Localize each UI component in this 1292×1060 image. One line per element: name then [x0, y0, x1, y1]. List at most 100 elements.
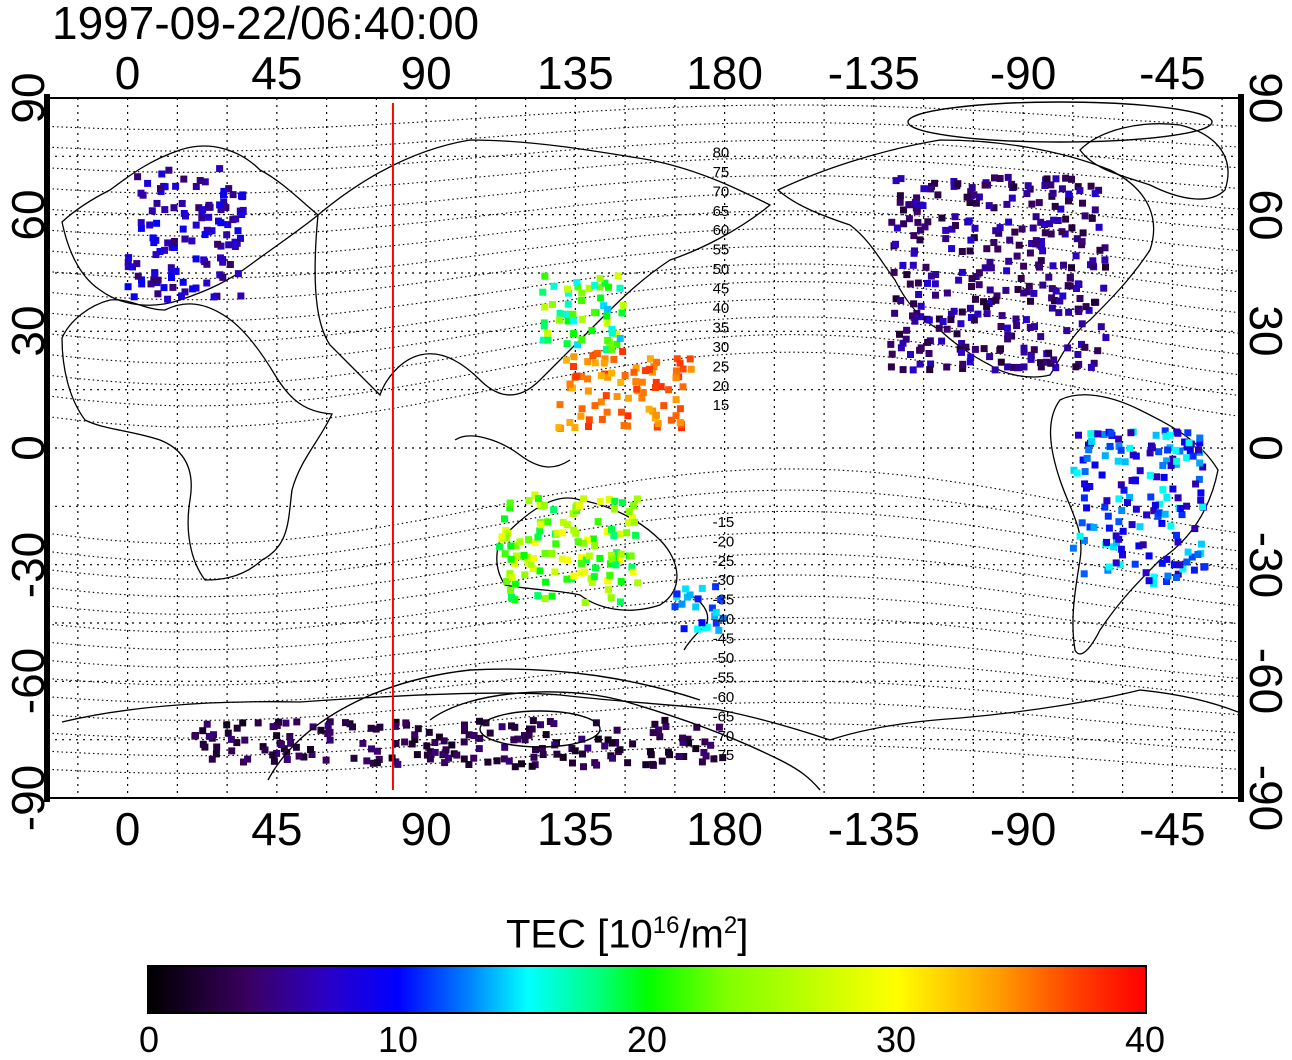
tec-cell-europe	[237, 292, 245, 300]
mlat-contour	[47, 744, 1243, 774]
tec-cell-europe	[217, 206, 225, 214]
tec-cell-australia	[596, 554, 604, 562]
tec-cell-north-pacific-islands	[610, 355, 618, 363]
tec-cell-north-america	[1056, 297, 1064, 305]
tec-cell-japan	[564, 285, 572, 293]
tec-cell-antarctic-coast	[656, 733, 664, 741]
tec-cell-north-america	[965, 217, 973, 225]
tec-cell-north-america	[1090, 359, 1098, 367]
tec-cell-north-america	[1047, 181, 1055, 189]
tec-cell-south-america	[1136, 523, 1144, 531]
tec-cell-antarctic-coast	[363, 757, 371, 765]
tec-cell-north-america	[1091, 190, 1099, 198]
tec-cell-australia	[634, 495, 641, 503]
tec-cell-australia	[628, 514, 636, 521]
tec-cell-antarctic-coast	[308, 751, 316, 758]
tec-cell-north-pacific-islands	[585, 416, 593, 424]
tec-cell-antarctic-coast	[369, 759, 377, 767]
tec-cell-north-america	[1050, 216, 1058, 224]
tec-cell-north-america	[1072, 252, 1080, 260]
tec-cell-europe	[147, 280, 155, 288]
tec-cell-north-pacific-islands	[602, 392, 610, 400]
tec-cell-north-america	[1022, 316, 1030, 324]
lon-tick-top: 135	[536, 47, 614, 99]
tec-cell-north-america	[993, 292, 1001, 300]
tec-cell-south-america	[1189, 452, 1197, 460]
tec-cell-australia	[628, 563, 636, 571]
tec-cell-south-america	[1118, 507, 1126, 514]
tec-cell-north-pacific-islands	[632, 378, 640, 386]
tec-cell-antarctic-coast	[192, 732, 199, 739]
tec-cell-south-america	[1083, 454, 1091, 462]
tec-cell-south-america	[1158, 519, 1166, 527]
tec-cell-australia	[604, 577, 612, 585]
tec-cell-north-pacific-islands	[654, 420, 662, 428]
tec-cell-south-america	[1146, 471, 1154, 479]
tec-cell-europe	[157, 185, 164, 193]
tec-cell-australia	[508, 573, 516, 581]
tec-cell-japan	[569, 310, 577, 318]
mlat-label: -55	[713, 669, 735, 686]
tec-cell-south-america	[1174, 429, 1182, 437]
mlat-contour	[47, 281, 1243, 343]
tec-cell-europe	[170, 238, 178, 245]
tec-cell-south-america	[1173, 531, 1180, 539]
mlat-label: 60	[713, 222, 730, 239]
tec-cell-north-pacific-islands	[591, 359, 599, 367]
tec-cell-antarctic-coast	[212, 750, 220, 758]
tec-cell-antarctic-coast	[542, 731, 550, 739]
tec-cell-australia	[570, 526, 578, 534]
tec-cell-europe	[161, 183, 169, 191]
tec-cell-australia	[529, 565, 537, 573]
tec-cell-antarctic-coast	[601, 742, 609, 750]
mlat-label: 80	[713, 144, 730, 161]
tec-cell-new-zealand	[712, 619, 720, 627]
tec-cell-australia	[631, 518, 638, 526]
tec-cell-north-america	[943, 325, 951, 333]
lon-tick-bottom: 90	[400, 803, 452, 855]
tec-cell-antarctic-coast	[624, 759, 632, 767]
tec-cell-north-america	[1010, 183, 1018, 191]
tec-cell-north-america	[1064, 344, 1072, 352]
tec-cell-north-america	[1101, 244, 1109, 252]
tec-cell-australia	[525, 497, 533, 505]
tec-cell-south-america	[1139, 541, 1147, 549]
tec-cell-north-america	[1008, 332, 1016, 340]
tec-cell-australia	[603, 528, 611, 535]
tec-cell-europe	[170, 204, 178, 212]
tec-cell-north-america	[1037, 333, 1045, 341]
tec-cell-north-america	[1020, 348, 1028, 356]
tec-cell-australia	[536, 527, 544, 535]
tec-cell-antarctic-coast	[286, 733, 294, 740]
tec-cell-north-america	[959, 360, 967, 368]
tec-cell-antarctic-coast	[326, 728, 334, 736]
tec-cell-antarctic-coast	[707, 741, 715, 749]
tec-cell-south-america	[1117, 481, 1125, 489]
tec-cell-south-america	[1199, 503, 1206, 511]
tec-cell-antarctic-coast	[300, 753, 308, 761]
mlat-contour	[47, 139, 1243, 173]
tec-cell-europe	[198, 214, 206, 222]
tec-cell-north-america	[1038, 243, 1046, 250]
tec-cell-north-america	[983, 310, 991, 318]
tec-cell-north-america	[1058, 228, 1066, 236]
tec-cell-north-pacific-islands	[650, 363, 658, 371]
tec-cell-antarctic-coast	[604, 736, 612, 744]
tec-cell-north-america	[1079, 199, 1086, 207]
tec-cell-antarctic-coast	[470, 732, 478, 739]
tec-cell-europe	[203, 279, 211, 287]
tec-cell-antarctic-coast	[465, 761, 473, 768]
tec-cell-japan	[596, 283, 604, 291]
tec-cell-north-america	[909, 261, 917, 269]
tec-cell-north-america	[1059, 292, 1067, 300]
tec-cell-antarctic-coast	[511, 763, 519, 771]
tec-cell-north-pacific-islands	[672, 396, 680, 404]
tec-cell-north-america	[1037, 257, 1045, 265]
tec-cell-north-america	[1051, 202, 1059, 210]
tec-cell-north-america	[1078, 238, 1086, 246]
tec-cell-north-america	[920, 185, 928, 193]
tec-cell-new-zealand	[698, 619, 706, 627]
tec-cell-north-america	[972, 273, 980, 280]
tec-cell-north-america	[1074, 183, 1082, 191]
tec-cell-antarctic-coast	[282, 719, 290, 727]
